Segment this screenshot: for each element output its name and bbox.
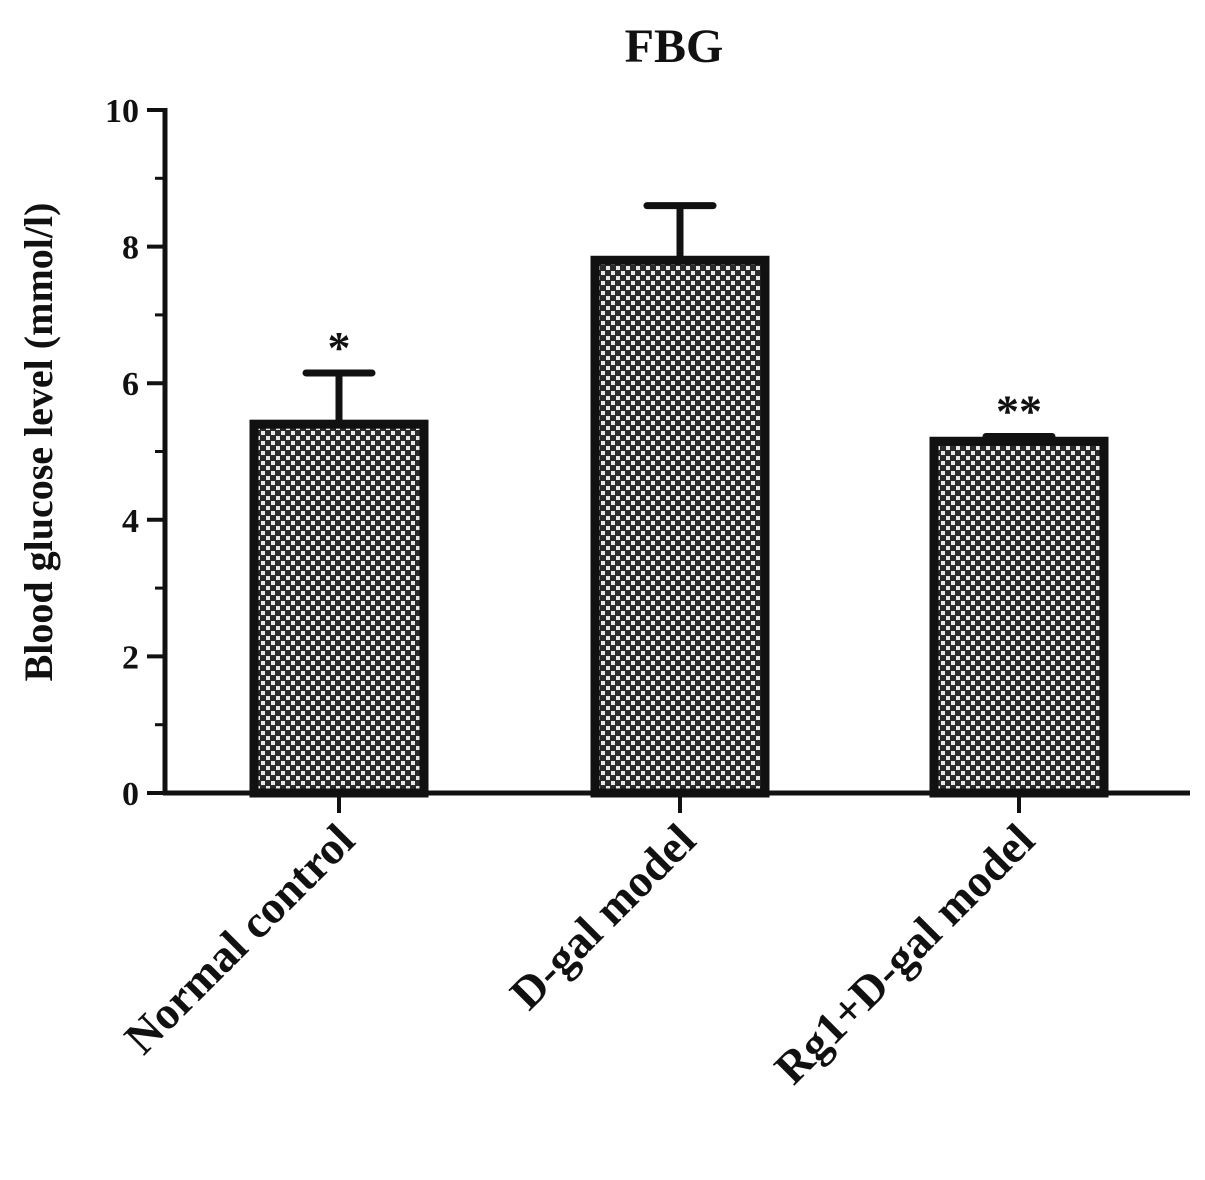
category-label: Normal control [115, 814, 365, 1064]
significance-markers: *** [328, 322, 1043, 437]
category-label: Rg1+D-gal model [765, 814, 1045, 1094]
bars [249, 255, 1109, 798]
category-labels: Normal control D-gal model Rg1+D-gal model [115, 814, 1045, 1094]
significance-marker: ** [996, 385, 1042, 436]
y-axis: 0 2 4 6 8 10 [105, 93, 168, 813]
bar [249, 419, 429, 798]
bar [929, 436, 1109, 798]
y-tick-label: 2 [122, 639, 139, 676]
significance-marker: * [328, 322, 351, 373]
error-bars [302, 202, 1056, 442]
bar [590, 255, 770, 798]
category-label: D-gal model [500, 814, 705, 1019]
y-tick-label: 10 [105, 93, 139, 130]
chart-title: FBG [625, 20, 724, 73]
y-tick-label: 0 [122, 776, 139, 813]
y-axis-label: Blood glucose level (mmol/l) [16, 203, 61, 682]
y-tick-label: 4 [122, 503, 139, 540]
y-tick-label: 8 [122, 230, 139, 267]
y-tick-label: 6 [122, 366, 139, 403]
